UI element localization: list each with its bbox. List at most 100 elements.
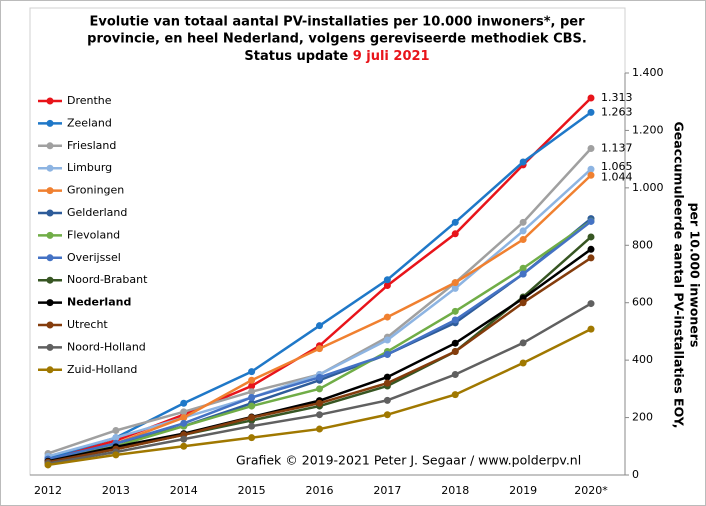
point [383,396,391,404]
legend-label: Gelderland [67,206,127,219]
legend-marker [46,164,54,172]
point [180,414,188,422]
legend-label: Flevoland [67,228,120,241]
end-label: 1.065 [601,160,633,173]
point [587,245,595,253]
y2-axis-label: Geaccumuleerde aantal PV-installaties EO… [672,122,687,429]
point [248,382,256,390]
point [587,325,595,333]
end-label: 1.044 [601,170,633,183]
point [587,108,595,116]
x-tick-label: 2020* [574,484,608,497]
point [248,414,256,422]
point [112,434,120,442]
y2-tick-label: 400 [632,353,653,366]
point [587,254,595,262]
legend-label: Drenthe [67,94,112,107]
point [248,368,256,376]
legend-label: Utrecht [67,318,108,331]
point [519,270,527,278]
point [587,233,595,241]
point [451,339,459,347]
point [451,348,459,356]
legend-label: Overijssel [67,251,121,264]
status: Status update [244,49,348,64]
legend-marker [46,321,54,329]
point [383,411,391,419]
point [519,264,527,272]
point [451,279,459,287]
point [248,434,256,442]
x-tick-label: 2013 [102,484,130,497]
point [383,350,391,358]
point [519,227,527,235]
point [519,218,527,226]
point [451,391,459,399]
credit: Grafiek © 2019-2021 Peter J. Segaar / ww… [236,453,581,468]
x-tick-label: 2019 [509,484,537,497]
y2-tick-label: 800 [632,238,653,251]
point [180,435,188,443]
point [519,299,527,307]
point [519,339,527,347]
point [316,411,323,419]
point [112,451,120,459]
legend-label: Zuid-Holland [67,363,137,376]
point [248,402,256,410]
legend-label: Noord-Brabant [67,273,148,286]
point [383,276,391,284]
legend-marker [46,119,54,127]
x-tick-label: 2012 [34,484,62,497]
chart-title: provincie, en heel Nederland, volgens ge… [87,32,587,47]
point [316,425,323,433]
legend-marker [46,209,54,217]
legend-marker [46,299,54,307]
end-label: 1.137 [601,142,633,155]
legend-marker [46,276,54,284]
legend-marker [46,366,54,374]
point [44,461,52,469]
point [316,322,323,330]
legend-label: Limburg [67,161,112,174]
point [519,236,527,244]
point [451,371,459,378]
point [587,94,595,102]
y2-tick-label: 1.200 [632,123,664,136]
point [451,307,459,315]
point [451,316,459,324]
point [383,379,391,387]
end-label: 1.313 [601,91,633,104]
chart-subtitle: Status update 9 juli 2021 [244,49,429,64]
point [383,373,391,381]
x-tick-label: 2017 [373,484,401,497]
point [180,408,188,416]
end-label: 1.263 [601,105,633,118]
point [451,230,459,238]
point [316,399,323,407]
point [451,284,459,292]
legend-label: Nederland [67,296,131,309]
x-tick-label: 2018 [441,484,469,497]
point [519,158,527,166]
y2-tick-label: 600 [632,296,653,309]
legend-label: Zeeland [67,116,112,129]
point [587,165,595,173]
legend-marker [46,97,54,105]
point [180,442,188,450]
point [180,419,188,427]
y2-tick-label: 0 [632,468,639,481]
status-date: 9 juli 2021 [353,49,430,64]
chart-title: Evolutie van totaal aantal PV-installati… [89,15,585,30]
point [180,399,188,407]
legend-label: Noord-Holland [67,340,146,353]
point [383,281,391,289]
point [587,217,595,225]
point [587,145,595,153]
point [587,171,595,179]
legend-marker [46,142,54,150]
point [316,373,323,381]
point [383,336,391,344]
legend-marker [46,231,54,239]
x-tick-label: 2015 [238,484,266,497]
